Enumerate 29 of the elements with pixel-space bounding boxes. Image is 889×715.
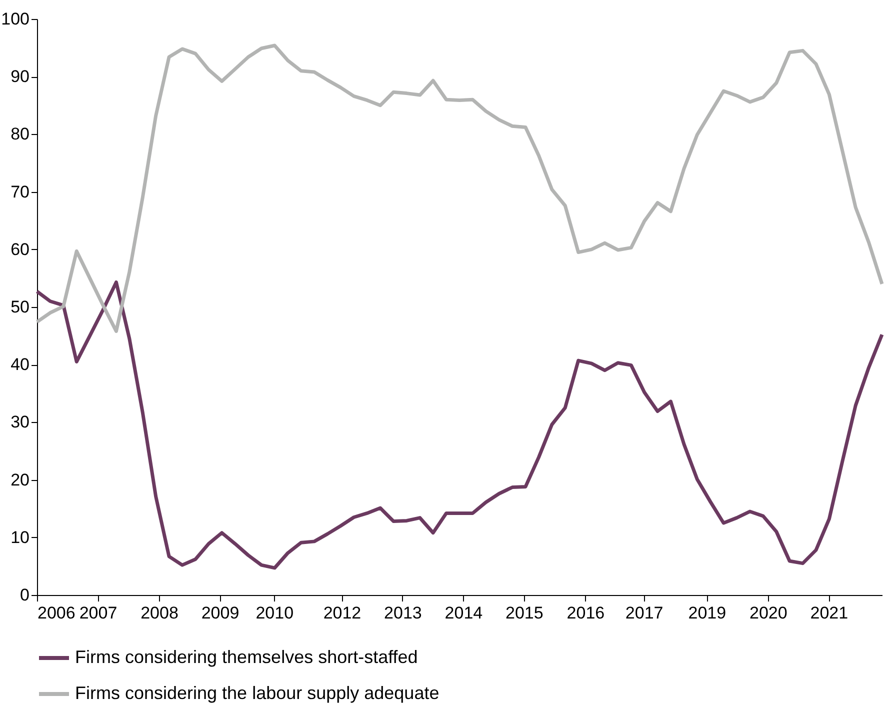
y-tick-label: 90 (10, 67, 30, 86)
y-tick-label: 80 (10, 124, 30, 144)
x-tick-label: 2006 (38, 604, 76, 622)
y-tick-label: 30 (10, 412, 30, 432)
y-tick-label: 10 (10, 528, 30, 547)
y-tick-label: 100 (1, 10, 30, 28)
y-tick-label: 70 (10, 182, 30, 202)
x-tick-label: 2020 (750, 604, 788, 622)
legend-label: Firms considering themselves short-staffed (75, 647, 418, 667)
legend-label: Firms considering the labour supply adequate (75, 683, 440, 703)
y-tick-label: 20 (10, 470, 30, 490)
x-tick-label: 2021 (810, 604, 848, 622)
y-tick-label: 50 (10, 298, 30, 316)
x-tick-label: 2017 (625, 604, 664, 622)
x-tick-label: 2019 (688, 604, 726, 622)
x-tick-label: 2015 (506, 604, 544, 622)
line-series (35, 44, 884, 333)
x-tick-label: 2012 (323, 604, 362, 622)
x-tick-label: 2013 (384, 604, 422, 622)
x-tick-label: 2009 (201, 604, 240, 622)
x-tick-label: 2014 (444, 604, 483, 622)
x-tick-label: 2016 (566, 604, 605, 622)
x-tick-label: 2010 (256, 604, 294, 622)
y-tick-label: 60 (10, 240, 30, 259)
x-tick-label: 2007 (79, 604, 118, 622)
x-tick-label: 2008 (140, 604, 178, 622)
line-series (35, 280, 884, 570)
y-tick-label: 0 (20, 586, 30, 604)
y-tick-label: 40 (10, 355, 30, 374)
